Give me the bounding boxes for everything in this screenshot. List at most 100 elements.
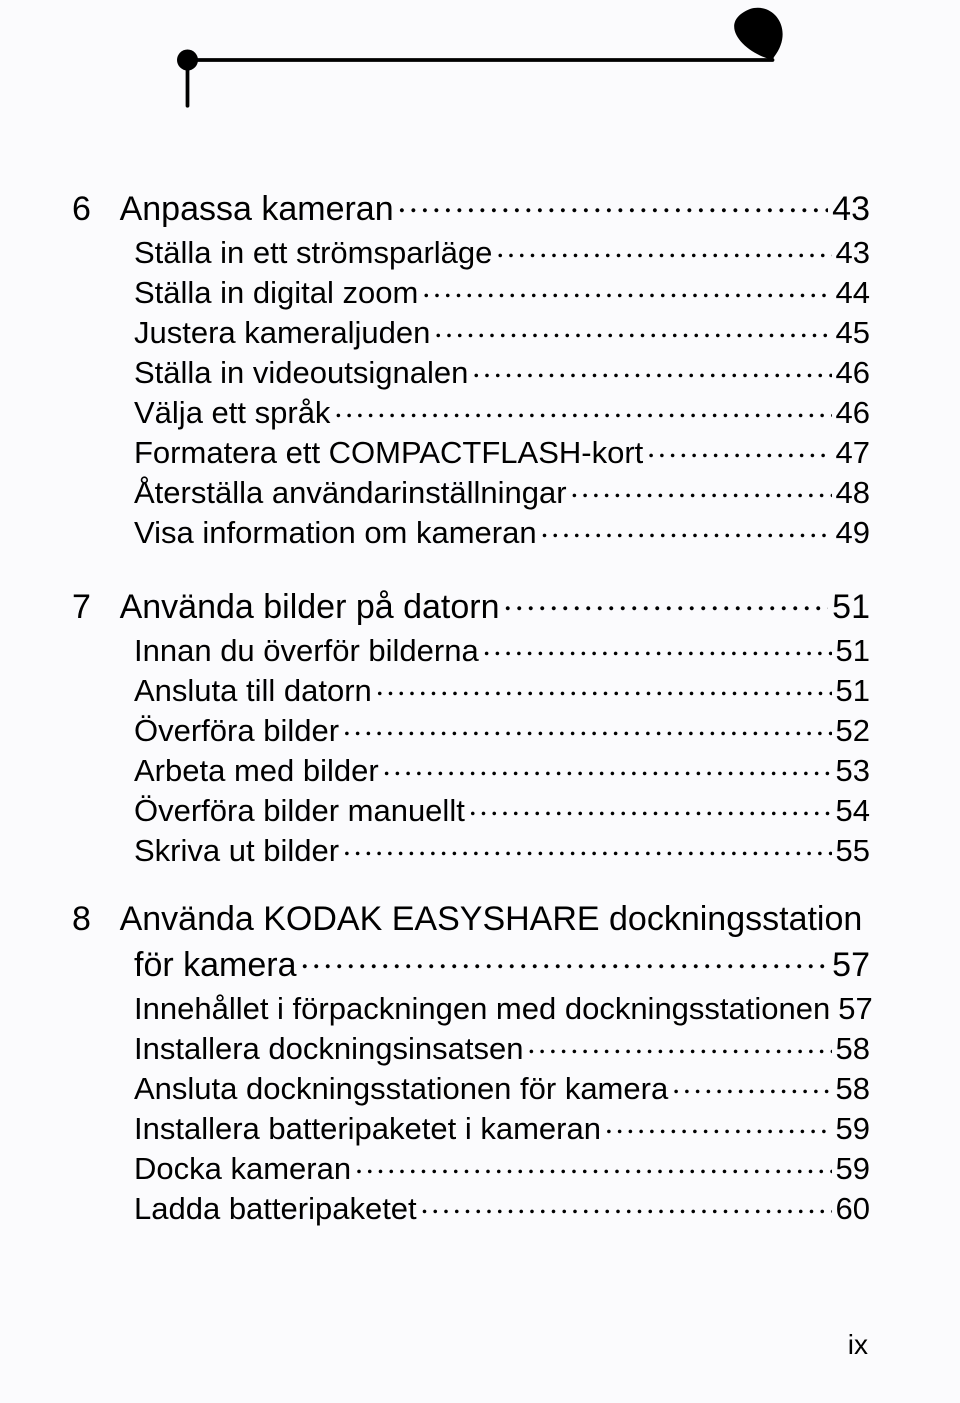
page: 6 Anpassa kameran43Ställa in ett strömsp… [0, 0, 960, 1403]
toc-item-title: Ansluta dockningsstationen för kamera [134, 1073, 668, 1104]
toc-section-continued: för kamera 57 [72, 942, 870, 982]
toc-item-page: 46 [836, 357, 870, 388]
toc-leader [301, 942, 829, 976]
toc-leader [343, 830, 831, 861]
header-ornament [0, 0, 960, 120]
toc-section-title: 8 Använda KODAK EASYSHARE dockningsstati… [72, 902, 862, 936]
toc-leader [605, 1108, 832, 1139]
toc-leader [434, 312, 831, 343]
toc-item-page: 55 [836, 835, 870, 866]
toc-item-page: 48 [836, 477, 870, 508]
toc-item: Ladda batteripaketet 60 [134, 1188, 870, 1224]
toc-item-title: Docka kameran [134, 1153, 351, 1184]
toc-item-page: 54 [836, 795, 870, 826]
toc-section-title-text: Anpassa kameran [120, 190, 394, 228]
toc-item-title: Återställa användarinställningar [134, 477, 567, 508]
toc-leader [383, 750, 832, 781]
toc-item-page: 49 [836, 517, 870, 548]
toc-item-title: Ladda batteripaketet [134, 1193, 417, 1224]
toc-section-page: 43 [832, 192, 870, 226]
toc-section-page: 57 [832, 948, 870, 982]
toc-section-title: 6 Anpassa kameran [72, 192, 394, 226]
toc-leader [469, 790, 832, 821]
toc-item-page: 59 [836, 1153, 870, 1184]
toc-item-page: 59 [836, 1113, 870, 1144]
toc-item-page: 51 [836, 675, 870, 706]
toc-item-page: 46 [836, 397, 870, 428]
toc-item-title: Innan du överför bilderna [134, 635, 479, 666]
toc-leader [647, 432, 831, 463]
toc-leader [504, 584, 829, 618]
toc-item-title: Arbeta med bilder [134, 755, 379, 786]
toc-item-title: Visa information om kameran [134, 517, 537, 548]
toc-section-page: 51 [832, 590, 870, 624]
toc-leader [398, 186, 829, 220]
toc-item: Ansluta dockningsstationen för kamera 58 [134, 1068, 870, 1104]
toc-leader [376, 670, 832, 701]
toc-item: Justera kameraljuden 45 [134, 312, 870, 348]
toc-item-title: Ställa in digital zoom [134, 277, 418, 308]
toc-item-page: 58 [836, 1073, 870, 1104]
toc-leader [527, 1028, 831, 1059]
toc-item-page: 53 [836, 755, 870, 786]
toc-item: Formatera ett COMPACTFLASH-kort 47 [134, 432, 870, 468]
toc-item-page: 45 [836, 317, 870, 348]
toc-item-title: Innehållet i förpackningen med docknings… [134, 993, 830, 1024]
toc-leader [421, 1188, 832, 1219]
toc-item: Ställa in videoutsignalen 46 [134, 352, 870, 388]
toc-leader [571, 472, 832, 503]
toc-section-title-text: Använda bilder på datorn [120, 588, 500, 626]
toc-section: 8 Använda KODAK EASYSHARE dockningsstati… [72, 902, 870, 936]
toc-item: Arbeta med bilder 53 [134, 750, 870, 786]
toc-item-title: Ställa in videoutsignalen [134, 357, 468, 388]
toc-item: Innan du överför bilderna 51 [134, 630, 870, 666]
toc-item: Återställa användarinställningar 48 [134, 472, 870, 508]
toc-leader [496, 232, 831, 263]
toc-item-page: 51 [836, 635, 870, 666]
toc-item: Överföra bilder manuellt 54 [134, 790, 870, 826]
toc-item: Docka kameran 59 [134, 1148, 870, 1184]
toc-item-page: 58 [836, 1033, 870, 1064]
toc-item-title: Välja ett språk [134, 397, 330, 428]
toc-item: Ställa in digital zoom 44 [134, 272, 870, 308]
toc-item-title: Formatera ett COMPACTFLASH-kort [134, 437, 643, 468]
toc-section-title-text: för kamera [72, 948, 297, 982]
toc-item-title: Skriva ut bilder [134, 835, 339, 866]
toc-item: Skriva ut bilder 55 [134, 830, 870, 866]
toc-leader [483, 630, 832, 661]
toc-section: 7 Använda bilder på datorn 51 [72, 584, 870, 624]
toc-item: Välja ett språk 46 [134, 392, 870, 428]
toc-item-page: 43 [836, 237, 870, 268]
toc-item-title: Ansluta till datorn [134, 675, 372, 706]
toc-item-title: Installera dockningsinsatsen [134, 1033, 523, 1064]
toc-item: Ansluta till datorn 51 [134, 670, 870, 706]
toc-item-title: Överföra bilder [134, 715, 339, 746]
toc-leader [541, 512, 832, 543]
toc-leader [422, 272, 831, 303]
toc-item-page: 52 [836, 715, 870, 746]
toc-section-title: 7 Använda bilder på datorn [72, 590, 500, 624]
toc-item: Visa information om kameran 49 [134, 512, 870, 548]
toc-item-title: Justera kameraljuden [134, 317, 430, 348]
toc-item: Installera batteripaketet i kameran 59 [134, 1108, 870, 1144]
toc-leader [472, 352, 831, 383]
toc-section-title-text: Använda KODAK EASYSHARE dockningsstation [120, 900, 863, 938]
toc-item-page: 47 [836, 437, 870, 468]
toc-item-title: Installera batteripaketet i kameran [134, 1113, 601, 1144]
page-number: ix [848, 1329, 868, 1361]
toc-item: Innehållet i förpackningen med docknings… [134, 988, 870, 1024]
toc-leader [343, 710, 831, 741]
toc-item: Överföra bilder 52 [134, 710, 870, 746]
toc-item-title: Överföra bilder manuellt [134, 795, 465, 826]
toc-item-page: 57 [838, 993, 872, 1024]
toc-item: Ställa in ett strömsparläge43 [134, 232, 870, 268]
toc-leader [334, 392, 831, 423]
toc-leader [355, 1148, 831, 1179]
toc-item: Installera dockningsinsatsen 58 [134, 1028, 870, 1064]
toc-item-page: 44 [836, 277, 870, 308]
toc-content: 6 Anpassa kameran43Ställa in ett strömsp… [72, 150, 870, 1224]
toc-section-number: 8 [72, 902, 112, 936]
toc-leader [672, 1068, 831, 1099]
toc-section-number: 7 [72, 590, 112, 624]
toc-item-page: 60 [836, 1193, 870, 1224]
